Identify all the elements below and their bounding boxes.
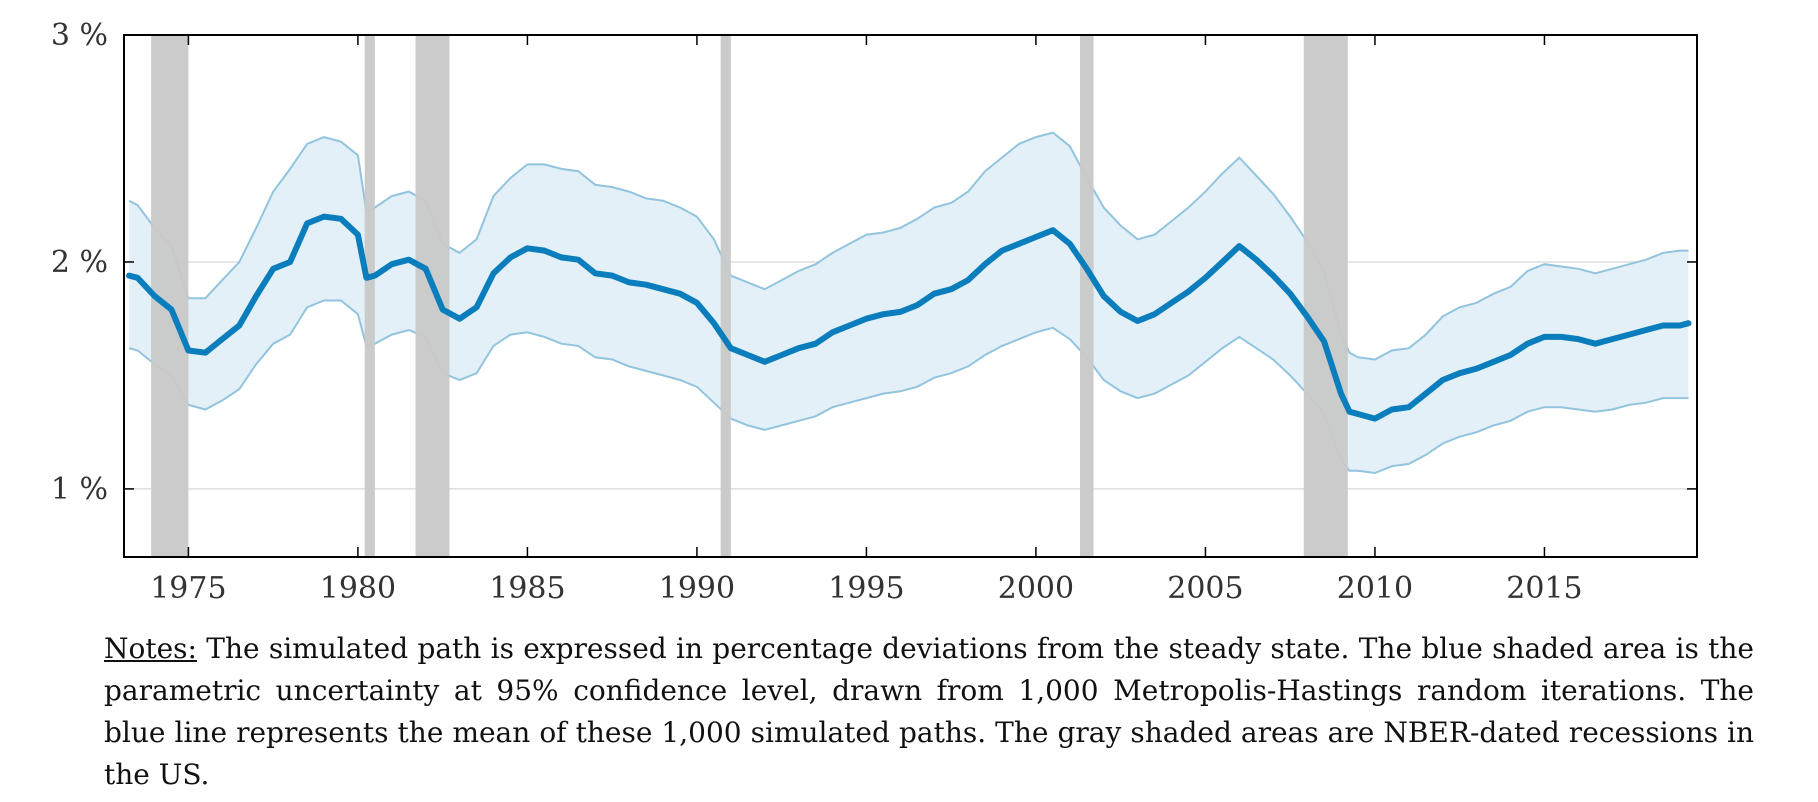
confidence-band-layer [128,131,1689,475]
x-tick-label: 2000 [998,571,1074,606]
x-tick-label: 2005 [1167,571,1243,606]
chart-notes: Notes: The simulated path is expressed i… [104,628,1754,796]
x-tick-label: 1990 [659,571,735,606]
simulated-path-chart: 1975 1980 1985 1990 1995 2000 2005 2010 2015 1 % 2… [51,18,1698,606]
mean-line-layer [126,213,1692,422]
x-tick-label: 2015 [1506,571,1582,606]
y-tick-label: 1 % [51,472,108,507]
plot-frame [123,34,1698,558]
recession-bar [415,35,450,557]
recession-bar [1080,35,1094,557]
x-tick-label: 1985 [489,571,565,606]
x-tick-label: 2010 [1337,571,1413,606]
x-tick-label: 1995 [828,571,904,606]
y-tick-label: 3 % [51,18,108,53]
recession-layer [151,35,1348,557]
x-tick-label: 1980 [320,571,396,606]
confidence-band-area [129,132,1689,473]
mean-path-line [126,213,1692,422]
y-tick-label: 2 % [51,245,108,280]
notes-text: The simulated path is expressed in perce… [104,632,1754,791]
notes-label: Notes: [104,632,197,665]
recession-bar [364,35,375,557]
tick-layer: 1975 1980 1985 1990 1995 2000 2005 2010 2015 1 % 2… [51,18,1697,606]
recession-bar [1303,35,1348,557]
recession-bar [720,35,731,557]
x-tick-label: 1975 [150,571,226,606]
